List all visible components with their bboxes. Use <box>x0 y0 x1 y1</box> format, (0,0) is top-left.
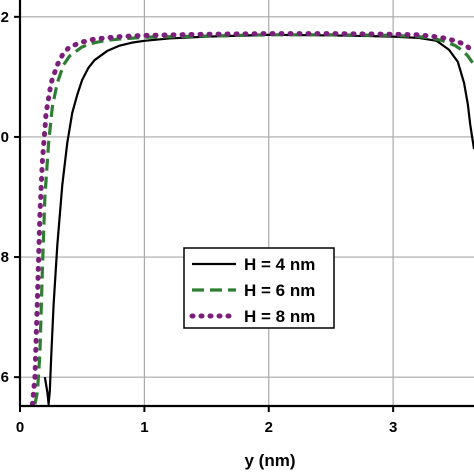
tick-labels: 0 1 2 3 6 8 0 2 <box>1 9 398 436</box>
series-group <box>29 31 474 406</box>
x-axis-label: y (nm) <box>245 451 296 470</box>
series-line-2 <box>33 33 474 405</box>
x-tick-label-1: 1 <box>140 419 148 436</box>
legend-label-3: H = 8 nm <box>244 307 315 326</box>
y-tick-label-2: 0 <box>1 129 9 146</box>
legend-label-1: H = 4 nm <box>244 255 315 274</box>
series-line-3 <box>29 31 474 406</box>
y-tick-label-1: 8 <box>1 249 9 266</box>
x-tick-label-2: 2 <box>265 419 273 436</box>
x-tick-label-0: 0 <box>16 419 24 436</box>
y-tick-label-3: 2 <box>1 9 9 26</box>
y-tick-label-0: 6 <box>1 369 9 386</box>
grid <box>20 0 474 406</box>
series-line-1 <box>43 33 474 406</box>
axes <box>14 0 474 412</box>
x-tick-label-3: 3 <box>389 419 397 436</box>
legend-label-2: H = 6 nm <box>244 281 315 300</box>
legend: H = 4 nm H = 6 nm H = 8 nm <box>183 247 335 329</box>
